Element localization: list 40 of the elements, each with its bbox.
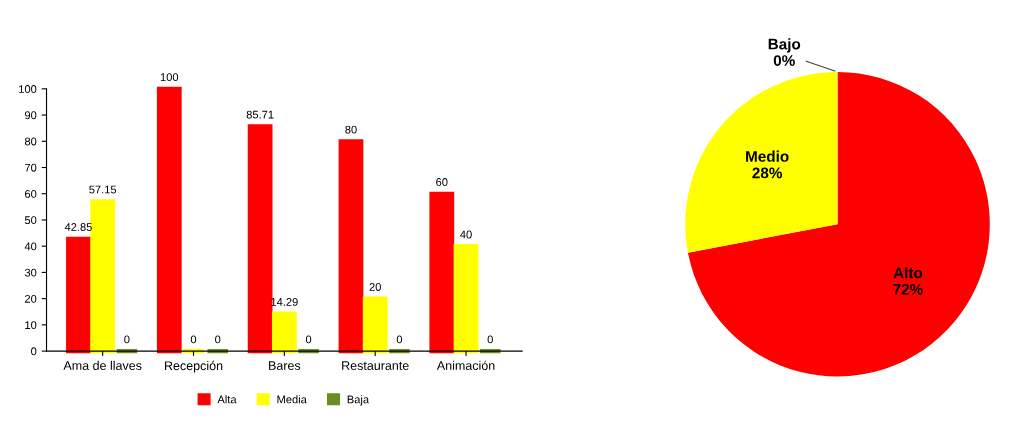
x-tick-label: Bares: [269, 361, 301, 370]
y-tick-label: 50: [24, 216, 37, 225]
data-label: 100: [160, 73, 179, 82]
y-tick-label: 100: [19, 85, 37, 93]
y-tick-label: 10: [25, 321, 37, 329]
y-tick-label: 60: [25, 190, 37, 198]
slice-label: Medio: [746, 150, 789, 162]
data-label: 72%: [893, 283, 923, 295]
y-tick-label: 20: [25, 294, 37, 303]
y-tick-label: 0: [31, 347, 37, 356]
data-label: 28%: [752, 167, 783, 179]
y-tick-label: 90: [24, 111, 37, 120]
data-label: 57.15: [89, 185, 117, 194]
y-tick-label: 70: [25, 163, 37, 172]
pie-slice: [687, 71, 990, 377]
data-label: 20: [369, 283, 381, 291]
y-tick-label: 30: [24, 268, 37, 277]
data-label: 0: [396, 335, 403, 344]
data-label: 80: [345, 125, 357, 134]
data-label: 40: [460, 230, 472, 239]
category-label: Bajo: [768, 38, 801, 53]
data-label: 0: [215, 335, 221, 344]
pie-slice: [685, 71, 838, 253]
y-tick-label: 80: [24, 137, 37, 146]
slice-label: Alto: [893, 267, 923, 279]
x-tick-label: Restaurante: [342, 361, 409, 370]
legend-label: Media: [277, 395, 307, 404]
data-label: 60: [436, 178, 448, 186]
x-tick-label: Ama de llaves: [63, 360, 142, 370]
legend-label: Alta: [217, 395, 237, 404]
x-tick-label: Animación: [436, 360, 495, 370]
data-label: 0: [124, 335, 130, 344]
y-tick-label: 40: [24, 242, 37, 251]
data-label: 0: [305, 335, 312, 344]
data-label: 0: [487, 335, 493, 344]
data-label: 85.71: [246, 110, 274, 119]
data-label: 0: [190, 335, 197, 344]
x-tick-label: Recepción: [165, 360, 223, 373]
legend-label: Baja: [347, 395, 370, 406]
text: 0%: [773, 55, 795, 66]
